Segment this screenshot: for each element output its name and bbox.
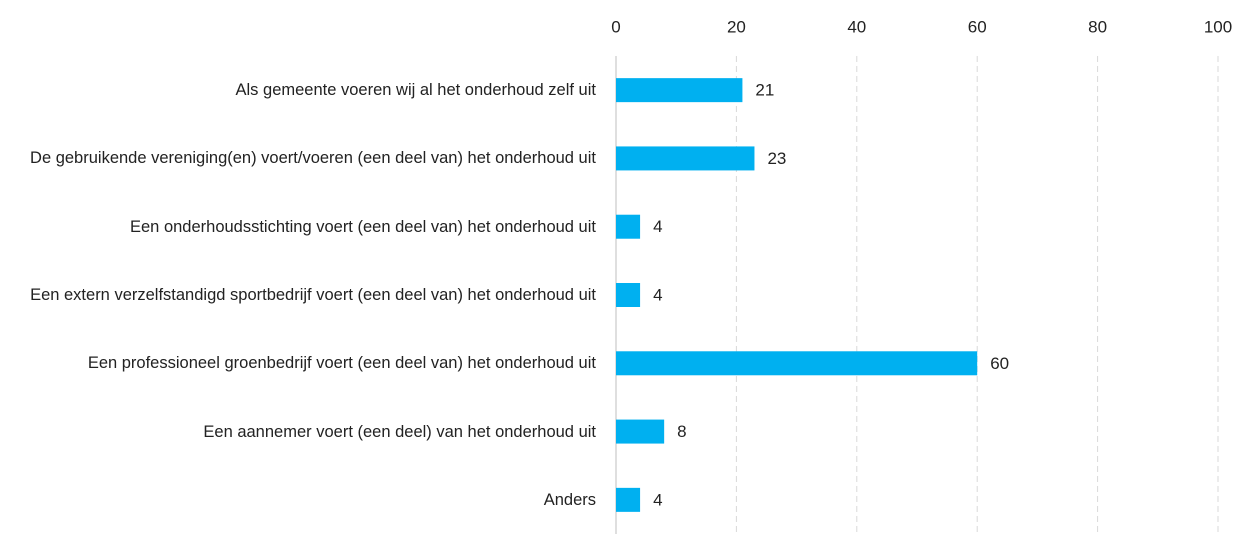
data-label: 4 <box>653 490 662 509</box>
x-tick-label: 100 <box>1204 17 1232 36</box>
bar <box>616 419 665 444</box>
bar <box>616 487 641 512</box>
bar <box>616 283 641 307</box>
data-label: 4 <box>653 217 662 236</box>
bar <box>616 351 978 376</box>
category-label: Een onderhoudsstichting voert (een deel … <box>130 217 596 236</box>
x-tick-label: 0 <box>611 17 620 36</box>
data-label: 21 <box>755 81 774 100</box>
data-label: 60 <box>990 354 1009 373</box>
bar <box>616 78 743 103</box>
x-tick-label: 20 <box>727 17 746 36</box>
category-label: Een aannemer voert (een deel) van het on… <box>203 422 596 441</box>
category-label: De gebruikende vereniging(en) voert/voer… <box>30 149 596 168</box>
x-tick-label: 40 <box>847 17 866 36</box>
category-label: Een extern verzelfstandigd sportbedrijf … <box>30 286 596 304</box>
x-tick-label: 60 <box>968 17 987 36</box>
category-label: Als gemeente voeren wij al het onderhoud… <box>235 81 596 100</box>
bar <box>616 214 641 239</box>
bar <box>616 146 755 171</box>
category-label: Anders <box>543 490 596 509</box>
x-tick-label: 80 <box>1088 17 1107 36</box>
category-label: Een professioneel groenbedrijf voert (ee… <box>87 354 596 373</box>
data-label: 8 <box>677 422 686 441</box>
data-label: 4 <box>653 285 662 304</box>
data-label: 23 <box>767 149 786 168</box>
